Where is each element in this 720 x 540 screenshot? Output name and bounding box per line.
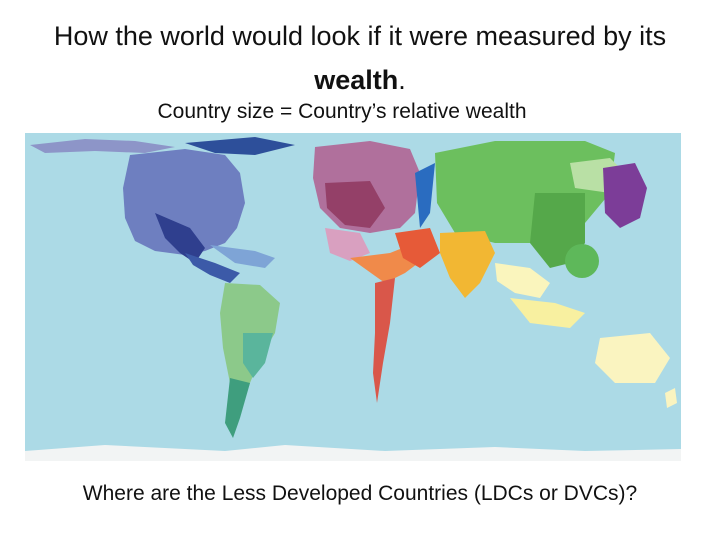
caribbean: [210, 245, 275, 268]
africa-south: [373, 278, 395, 403]
greenland: [185, 137, 295, 155]
title-end: .: [398, 65, 406, 95]
korea: [565, 244, 599, 278]
iberia-italy: [325, 228, 370, 261]
slide-subtitle: Country size = Country’s relative wealth: [157, 100, 527, 123]
indonesia: [510, 298, 585, 328]
slide-question: Where are the Less Developed Countries (…: [82, 482, 638, 505]
argentina-chile: [225, 378, 250, 438]
new-zealand: [665, 388, 677, 408]
japan: [603, 163, 647, 228]
australia: [595, 333, 670, 383]
brazil-south: [243, 333, 273, 378]
arctic-islands: [30, 139, 175, 153]
middle-east: [395, 228, 440, 268]
central-america: [185, 253, 240, 283]
eastern-europe: [415, 163, 435, 228]
title-emphasis: wealth: [314, 65, 399, 95]
slide-title: How the world would look if it were meas…: [10, 14, 710, 102]
north-america: [123, 149, 245, 255]
europe-central: [325, 181, 385, 228]
south-east-asia: [495, 263, 550, 298]
wealth-cartogram: [25, 133, 681, 461]
india: [440, 231, 495, 298]
antarctica: [25, 445, 681, 461]
title-text: How the world would look if it were meas…: [53, 21, 667, 51]
mexico: [155, 213, 205, 263]
